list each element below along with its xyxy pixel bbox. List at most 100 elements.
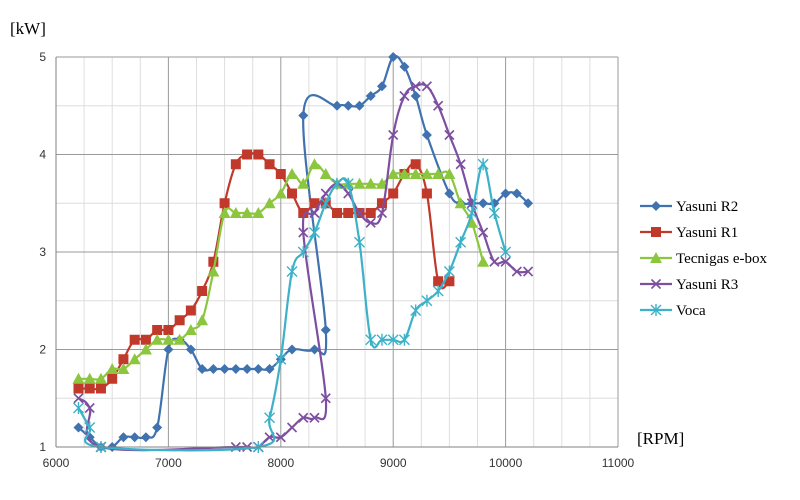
x-tick-label: 6000 [43, 456, 70, 470]
data-point [433, 100, 444, 111]
data-point [309, 207, 320, 219]
data-point [365, 217, 376, 228]
y-tick-label: 3 [39, 245, 46, 259]
data-point [264, 364, 275, 374]
data-point [185, 305, 196, 316]
data-point [72, 402, 84, 414]
data-point [420, 168, 433, 179]
data-point [354, 100, 365, 111]
data-point [421, 81, 432, 92]
data-point [84, 402, 95, 414]
data-point [140, 432, 151, 443]
data-point [264, 159, 275, 170]
data-point [275, 353, 287, 366]
data-point [376, 198, 387, 209]
data-point [511, 266, 522, 277]
data-point [489, 256, 500, 267]
data-point [376, 207, 388, 219]
grid [55, 56, 619, 448]
data-point [94, 372, 107, 384]
data-point [410, 91, 421, 101]
data-point [230, 364, 241, 374]
legend-label: Yasuni R3 [676, 277, 738, 293]
x-tick-label: 7000 [155, 456, 182, 470]
data-point [376, 333, 388, 346]
data-point [275, 432, 286, 443]
data-point [253, 149, 264, 160]
data-point [455, 236, 467, 249]
data-point [73, 422, 84, 433]
data-point [410, 304, 422, 317]
legend-label: Yasuni R2 [676, 199, 738, 215]
data-point [500, 246, 512, 258]
data-point [444, 129, 455, 141]
data-point [398, 168, 411, 179]
data-point [72, 372, 85, 384]
data-point [342, 177, 354, 190]
data-point [421, 130, 432, 140]
data-point [500, 188, 511, 199]
data-point [197, 364, 208, 374]
data-point [219, 198, 230, 209]
data-point [152, 422, 163, 433]
data-point [477, 255, 490, 267]
data-point [433, 276, 444, 287]
data-point [387, 168, 400, 179]
data-point [263, 197, 276, 209]
y-tick-label: 1 [39, 440, 46, 454]
x-tick-label: 10000 [489, 456, 523, 470]
data-point [118, 432, 129, 443]
data-point [229, 207, 242, 218]
legend-label: Voca [676, 303, 706, 319]
data-point [242, 364, 253, 374]
data-point [387, 333, 399, 346]
data-point [443, 168, 456, 179]
data-point [152, 325, 163, 335]
data-point [73, 383, 84, 394]
data-point [332, 208, 342, 218]
data-point [364, 177, 377, 189]
data-point [297, 246, 309, 258]
data-point [432, 168, 445, 179]
data-point [242, 149, 253, 160]
legend-swatch-marker [651, 227, 661, 237]
data-point [432, 285, 444, 297]
series-layer [72, 52, 534, 453]
data-point [320, 197, 332, 210]
data-point [388, 188, 399, 199]
data-point [298, 208, 309, 218]
data-point [151, 333, 164, 345]
data-point [286, 265, 298, 278]
data-point [331, 177, 343, 190]
legend: Yasuni R2 Yasuni R1 Tecnigas e-box Yasuni R… [640, 199, 767, 319]
data-point [511, 188, 522, 199]
x-tick-label: 9000 [380, 456, 407, 470]
data-point [421, 294, 433, 307]
data-point [320, 325, 331, 335]
data-point [421, 188, 432, 199]
legend-label: Tecnigas e-box [676, 251, 767, 267]
data-point [365, 208, 376, 218]
data-point [207, 265, 220, 277]
data-point [455, 159, 466, 170]
data-point [466, 207, 478, 219]
data-point [298, 227, 309, 238]
data-point [208, 364, 219, 374]
data-point [478, 198, 489, 209]
data-point [410, 159, 421, 170]
data-point [388, 129, 399, 141]
data-point [253, 364, 264, 374]
data-point [298, 110, 309, 121]
data-point [343, 208, 354, 218]
data-point [286, 168, 299, 179]
data-point [477, 158, 489, 171]
data-point [375, 177, 388, 189]
data-point [219, 364, 230, 374]
data-point [95, 383, 106, 394]
y-tick-label: 4 [39, 148, 46, 162]
legend-swatch-marker [650, 252, 662, 263]
data-point [274, 187, 287, 199]
data-point [365, 91, 376, 101]
data-point [129, 432, 140, 443]
